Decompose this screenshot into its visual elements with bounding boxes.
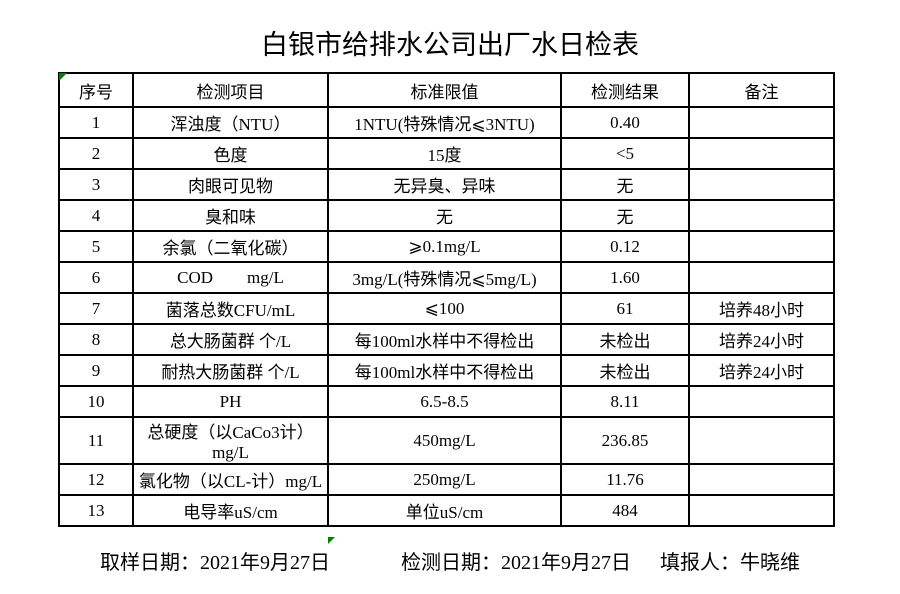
cell-standard: 无异臭、异味: [327, 168, 562, 201]
cell-no: 11: [58, 416, 134, 465]
cell-no: 7: [58, 292, 134, 325]
cell-standard: 250mg/L: [327, 463, 562, 496]
cell-no: 6: [58, 261, 134, 294]
cell-remark: [688, 199, 835, 232]
cell-remark: 培养48小时: [688, 292, 835, 325]
cell-remark: [688, 494, 835, 527]
cell-item: 菌落总数CFU/mL: [132, 292, 329, 325]
excel-error-indicator-icon: [59, 73, 67, 81]
cell-standard: ⩾0.1mg/L: [327, 230, 562, 263]
cell-result: 未检出: [560, 323, 690, 356]
cell-result: 无: [560, 199, 690, 232]
cell-item: 总大肠菌群 个/L: [132, 323, 329, 356]
cell-item: 耐热大肠菌群 个/L: [132, 354, 329, 387]
col-header-remark: 备注: [688, 72, 835, 108]
cell-result: 1.60: [560, 261, 690, 294]
cell-remark: [688, 137, 835, 170]
table-row: 11 总硬度（以CaCo3计）mg/L 450mg/L 236.85: [58, 416, 835, 465]
sampling-date-text: 取样日期：2021年9月27日: [100, 552, 330, 574]
cell-remark: [688, 416, 835, 465]
table-body: 1 浑浊度（NTU） 1NTU(特殊情况⩽3NTU) 0.40 2 色度 15度…: [58, 106, 835, 527]
cell-standard: 6.5-8.5: [327, 385, 562, 418]
table-row: 4 臭和味 无 无: [58, 199, 835, 232]
table-row: 9 耐热大肠菌群 个/L 每100ml水样中不得检出 未检出 培养24小时: [58, 354, 835, 387]
cell-item: 氯化物（以CL-计）mg/L: [132, 463, 329, 496]
cell-no: 8: [58, 323, 134, 356]
cell-result: 484: [560, 494, 690, 527]
cell-standard: 15度: [327, 137, 562, 170]
cell-standard: 450mg/L: [327, 416, 562, 465]
table-row: 5 余氯（二氧化碳） ⩾0.1mg/L 0.12: [58, 230, 835, 263]
cell-standard: 1NTU(特殊情况⩽3NTU): [327, 106, 562, 139]
cell-no: 12: [58, 463, 134, 496]
cell-remark: [688, 106, 835, 139]
cell-result: 0.12: [560, 230, 690, 263]
cell-result: 236.85: [560, 416, 690, 465]
cell-standard: 每100ml水样中不得检出: [327, 323, 562, 356]
cell-no: 2: [58, 137, 134, 170]
cell-remark: [688, 385, 835, 418]
cell-remark: [688, 230, 835, 263]
excel-error-indicator-icon: [328, 537, 335, 544]
col-header-no: 序号: [58, 72, 134, 108]
cell-no: 9: [58, 354, 134, 387]
cell-remark: 培养24小时: [688, 354, 835, 387]
cell-no: 13: [58, 494, 134, 527]
cell-no: 1: [58, 106, 134, 139]
cell-remark: 培养24小时: [688, 323, 835, 356]
reporter-text: 填报人：牛晓维: [660, 552, 800, 574]
cell-no: 10: [58, 385, 134, 418]
table-row: 3 肉眼可见物 无异臭、异味 无: [58, 168, 835, 201]
test-date-text: 检测日期：2021年9月27日: [401, 552, 631, 574]
table-row: 8 总大肠菌群 个/L 每100ml水样中不得检出 未检出 培养24小时: [58, 323, 835, 356]
cell-remark: [688, 168, 835, 201]
table-row: 6 COD mg/L 3mg/L(特殊情况⩽5mg/L) 1.60: [58, 261, 835, 294]
cell-result: 无: [560, 168, 690, 201]
table-row: 12 氯化物（以CL-计）mg/L 250mg/L 11.76: [58, 463, 835, 496]
cell-item: 色度: [132, 137, 329, 170]
cell-item: PH: [132, 385, 329, 418]
cell-item: 电导率uS/cm: [132, 494, 329, 527]
cell-item: 肉眼可见物: [132, 168, 329, 201]
cell-no: 5: [58, 230, 134, 263]
col-header-standard: 标准限值: [327, 72, 562, 108]
cell-standard: 每100ml水样中不得检出: [327, 354, 562, 387]
col-header-result: 检测结果: [560, 72, 690, 108]
cell-no: 4: [58, 199, 134, 232]
cell-result: 61: [560, 292, 690, 325]
cell-no: 3: [58, 168, 134, 201]
cell-item: 浑浊度（NTU）: [132, 106, 329, 139]
cell-standard: ⩽100: [327, 292, 562, 325]
cell-result: 未检出: [560, 354, 690, 387]
cell-item: 余氯（二氧化碳）: [132, 230, 329, 263]
table-row: 1 浑浊度（NTU） 1NTU(特殊情况⩽3NTU) 0.40: [58, 106, 835, 139]
table-row: 10 PH 6.5-8.5 8.11: [58, 385, 835, 418]
inspection-table: 序号 检测项目 标准限值 检测结果 备注 1 浑浊度（NTU） 1NTU(特殊情…: [58, 72, 835, 527]
table-header-row: 序号 检测项目 标准限值 检测结果 备注: [58, 72, 835, 108]
table-row: 13 电导率uS/cm 单位uS/cm 484: [58, 494, 835, 527]
cell-item: 总硬度（以CaCo3计）mg/L: [132, 416, 329, 465]
cell-remark: [688, 463, 835, 496]
cell-standard: 无: [327, 199, 562, 232]
table-row: 2 色度 15度 <5: [58, 137, 835, 170]
cell-result: 8.11: [560, 385, 690, 418]
cell-result: 0.40: [560, 106, 690, 139]
page-title: 白银市给排水公司出厂水日检表: [261, 30, 639, 60]
cell-standard: 3mg/L(特殊情况⩽5mg/L): [327, 261, 562, 294]
col-header-item: 检测项目: [132, 72, 329, 108]
cell-standard: 单位uS/cm: [327, 494, 562, 527]
cell-item: COD mg/L: [132, 261, 329, 294]
cell-result: 11.76: [560, 463, 690, 496]
cell-remark: [688, 261, 835, 294]
cell-result: <5: [560, 137, 690, 170]
table-row: 7 菌落总数CFU/mL ⩽100 61 培养48小时: [58, 292, 835, 325]
cell-item: 臭和味: [132, 199, 329, 232]
